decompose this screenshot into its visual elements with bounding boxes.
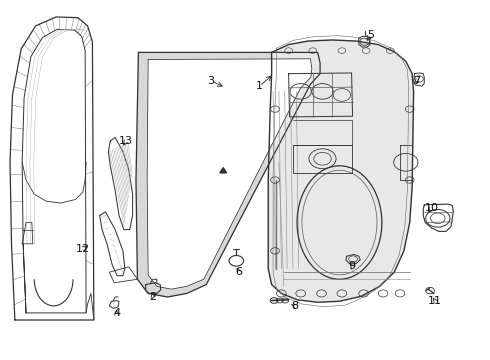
Text: 10: 10 [424,203,439,213]
Text: 12: 12 [75,244,90,254]
Text: 4: 4 [113,308,120,318]
Text: 3: 3 [208,76,215,86]
Text: 1: 1 [256,81,263,91]
Text: 5: 5 [368,30,374,40]
Polygon shape [268,40,414,302]
Text: 7: 7 [414,76,420,86]
Text: 6: 6 [236,267,243,277]
Polygon shape [147,59,312,289]
Text: 9: 9 [348,261,355,271]
Text: 8: 8 [291,301,298,311]
Polygon shape [220,168,226,173]
Text: 2: 2 [149,292,156,302]
Polygon shape [136,53,320,297]
Text: 13: 13 [119,136,133,146]
Text: 11: 11 [428,296,442,306]
